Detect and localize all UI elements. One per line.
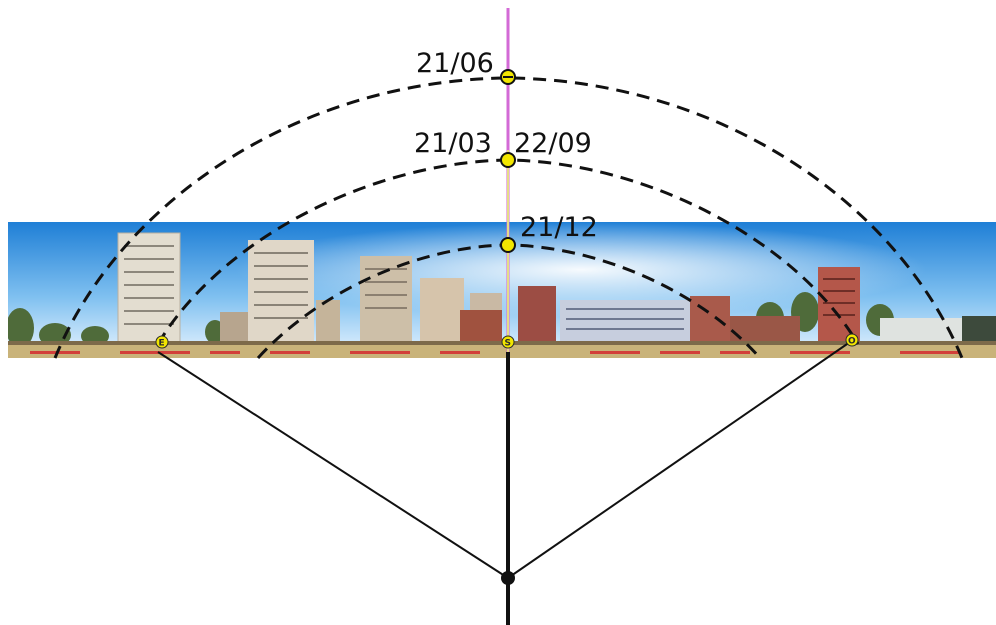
cardinal-marker-east: E <box>155 335 169 349</box>
building <box>518 286 556 342</box>
building <box>560 300 690 342</box>
label-winter-solstice: 21/12 <box>520 212 598 243</box>
cardinal-label-east: E <box>159 339 165 349</box>
arc-summer <box>53 76 964 359</box>
cardinal-marker-west: O <box>845 333 859 347</box>
label-september-equinox: 22/09 <box>514 128 592 159</box>
baseline-red-marks <box>30 351 960 354</box>
building <box>420 278 464 342</box>
cardinal-label-south: S <box>505 339 511 349</box>
building <box>316 300 340 342</box>
building <box>962 316 996 342</box>
cardinal-label-west: O <box>848 337 856 347</box>
sun-marker-equinox <box>500 152 516 168</box>
line-to-east <box>157 351 509 579</box>
cardinal-marker-south: S <box>501 335 515 349</box>
observer-point <box>501 571 515 585</box>
building <box>460 310 502 342</box>
building <box>220 312 248 342</box>
label-march-equinox: 21/03 <box>414 128 492 159</box>
building <box>690 296 730 342</box>
line-to-west <box>507 341 851 579</box>
sun-markers <box>500 69 516 253</box>
sun-marker-winter <box>500 237 516 253</box>
label-summer-solstice: 21/06 <box>416 48 494 79</box>
buildings <box>117 232 996 344</box>
